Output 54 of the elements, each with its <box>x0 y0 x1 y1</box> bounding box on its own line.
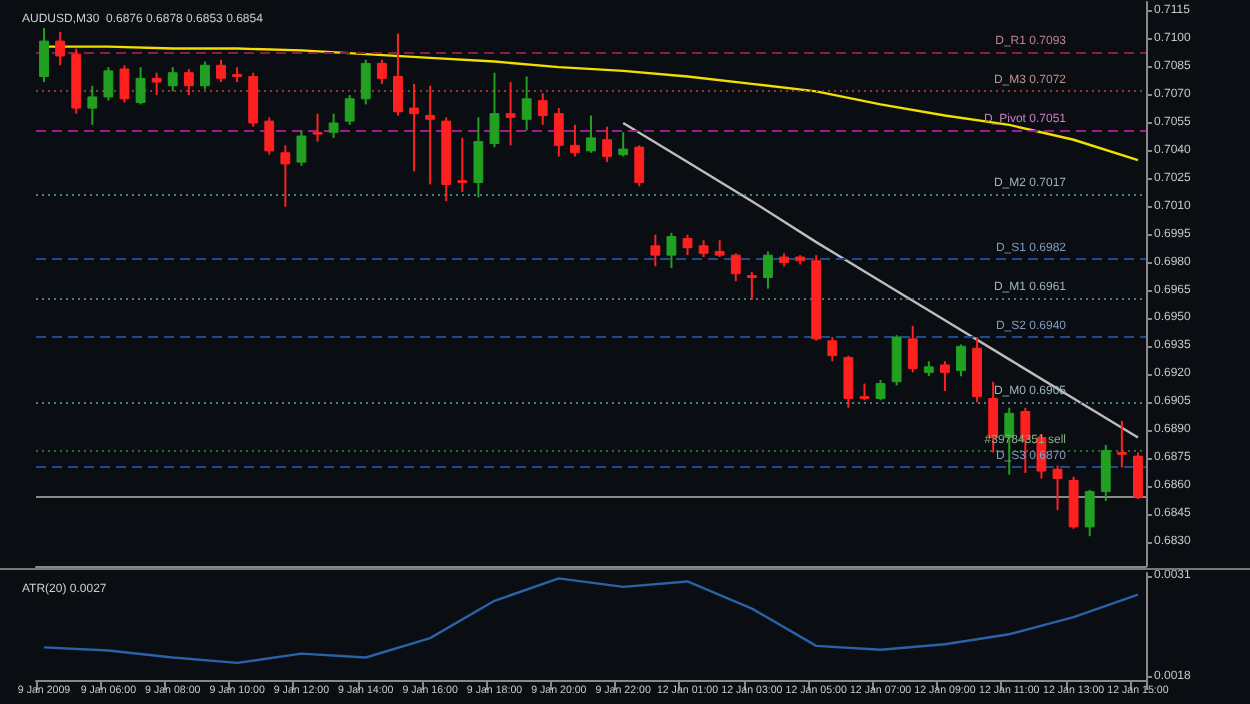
candlestick <box>827 336 838 363</box>
candlestick <box>296 129 307 167</box>
candlestick <box>553 107 564 158</box>
candlestick <box>216 58 226 84</box>
candlestick <box>87 84 98 126</box>
candlestick <box>634 144 645 188</box>
candlestick <box>939 360 950 393</box>
candlestick <box>956 343 966 378</box>
candlestick <box>1100 444 1111 502</box>
candlestick <box>167 66 178 93</box>
candlestick <box>280 144 291 208</box>
candlestick <box>360 58 371 106</box>
candlestick <box>730 252 741 283</box>
candlestick <box>1068 475 1079 530</box>
candlestick <box>602 125 613 164</box>
candlestick <box>569 123 580 158</box>
candlestick <box>650 233 661 268</box>
candlestick <box>875 378 886 402</box>
candlestick <box>457 136 468 193</box>
candlestick <box>473 116 484 199</box>
candlestick <box>344 94 355 126</box>
candlestick <box>521 75 532 132</box>
candlestick <box>328 112 339 139</box>
candlestick <box>55 30 66 67</box>
candlestick <box>312 112 323 143</box>
candlestick <box>119 64 130 104</box>
candlestick <box>907 324 918 374</box>
candlestick <box>537 92 548 126</box>
candlestick <box>248 71 259 128</box>
candlestick <box>409 82 419 173</box>
candlestick <box>891 334 902 387</box>
candlestick <box>1052 464 1063 512</box>
candlestick <box>103 66 114 102</box>
candlestick <box>376 58 387 85</box>
candlestick <box>151 71 162 97</box>
candlestick <box>1133 451 1143 500</box>
candlestick <box>393 32 403 117</box>
candlestick <box>682 233 693 257</box>
candlestick <box>666 231 677 270</box>
candlestick <box>199 60 210 91</box>
candlestick <box>264 116 275 156</box>
candlestick <box>489 71 500 149</box>
candlestick <box>135 66 146 106</box>
candlestick <box>505 81 516 147</box>
candlestick <box>763 250 773 290</box>
candlestick <box>425 84 436 186</box>
candlestick <box>586 114 596 154</box>
candlestick <box>843 354 854 409</box>
candlestick <box>746 270 757 301</box>
candlestick <box>39 27 49 84</box>
candlestick <box>183 68 194 97</box>
candlestick <box>1116 419 1127 469</box>
candlestick <box>1084 488 1095 538</box>
candlestick <box>618 131 629 158</box>
